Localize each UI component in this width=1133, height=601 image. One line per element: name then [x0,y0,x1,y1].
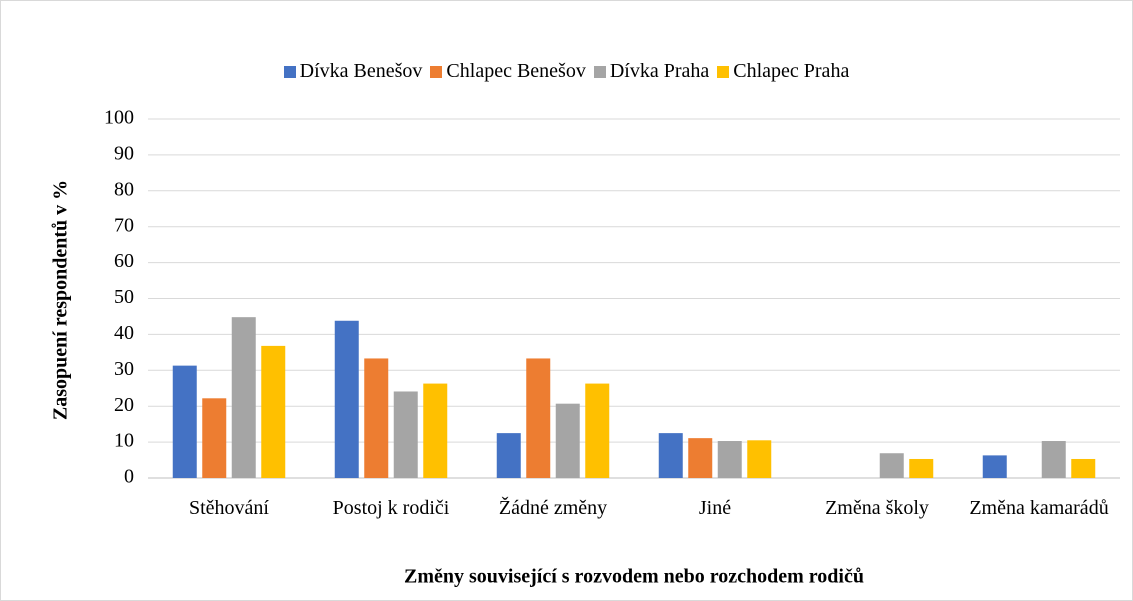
legend-label: Dívka Praha [609,60,710,82]
x-tick-label: Změna školy [825,497,929,519]
bar [526,358,551,478]
x-tick-label: Jiné [698,497,732,519]
legend-swatch [717,65,730,78]
y-tick-label: 10 [114,430,134,452]
legend-item: Chlapec Benešov [430,60,586,83]
legend-swatch [430,65,443,78]
y-tick-label: 20 [114,394,134,416]
x-tick-label: Žádné změny [498,497,608,519]
bar [334,320,359,478]
x-tick-label: Postoj k rodiči [332,497,450,519]
bar [585,383,610,478]
bar [423,383,448,478]
legend-swatch [593,65,606,78]
y-tick-label: 60 [114,250,134,272]
bar [909,458,934,478]
bar [393,391,418,478]
legend-swatch [283,65,296,78]
y-tick-label: 0 [124,466,134,488]
x-tick-label: Změna kamarádů [969,497,1109,519]
bar [717,441,742,478]
bar [202,398,227,478]
y-tick-label: 70 [114,214,134,236]
y-tick-label: 80 [114,178,134,200]
x-tick-label: Stěhování [189,497,269,519]
y-tick-label: 90 [114,142,134,164]
bar [1041,441,1066,478]
bar [747,440,772,478]
bar [172,365,197,478]
legend-item: Chlapec Praha [717,60,849,83]
legend-label: Chlapec Praha [733,60,850,82]
bar [879,453,904,478]
legend-label: Chlapec Benešov [446,60,586,82]
bar [231,317,256,478]
bar [658,433,683,478]
legend: Dívka Benešov Chlapec Benešov Dívka Praha C… [0,60,1133,83]
y-tick-label: 50 [114,286,134,308]
bar [982,455,1007,478]
y-tick-label: 30 [114,358,134,380]
bar [496,433,521,478]
legend-label: Dívka Benešov [299,60,423,82]
bar [1071,458,1096,478]
bar [688,438,713,478]
legend-item: Dívka Benešov [283,60,423,83]
y-tick-label: 100 [104,107,134,129]
x-axis-title: Změny související s rozvodem nebo rozcho… [404,566,864,588]
bar [555,403,580,478]
y-axis-title: Zasopuení respondentů v % [50,180,72,420]
bar [261,345,286,478]
y-tick-label: 40 [114,322,134,344]
legend-item: Dívka Praha [593,60,710,83]
bar [364,358,389,478]
